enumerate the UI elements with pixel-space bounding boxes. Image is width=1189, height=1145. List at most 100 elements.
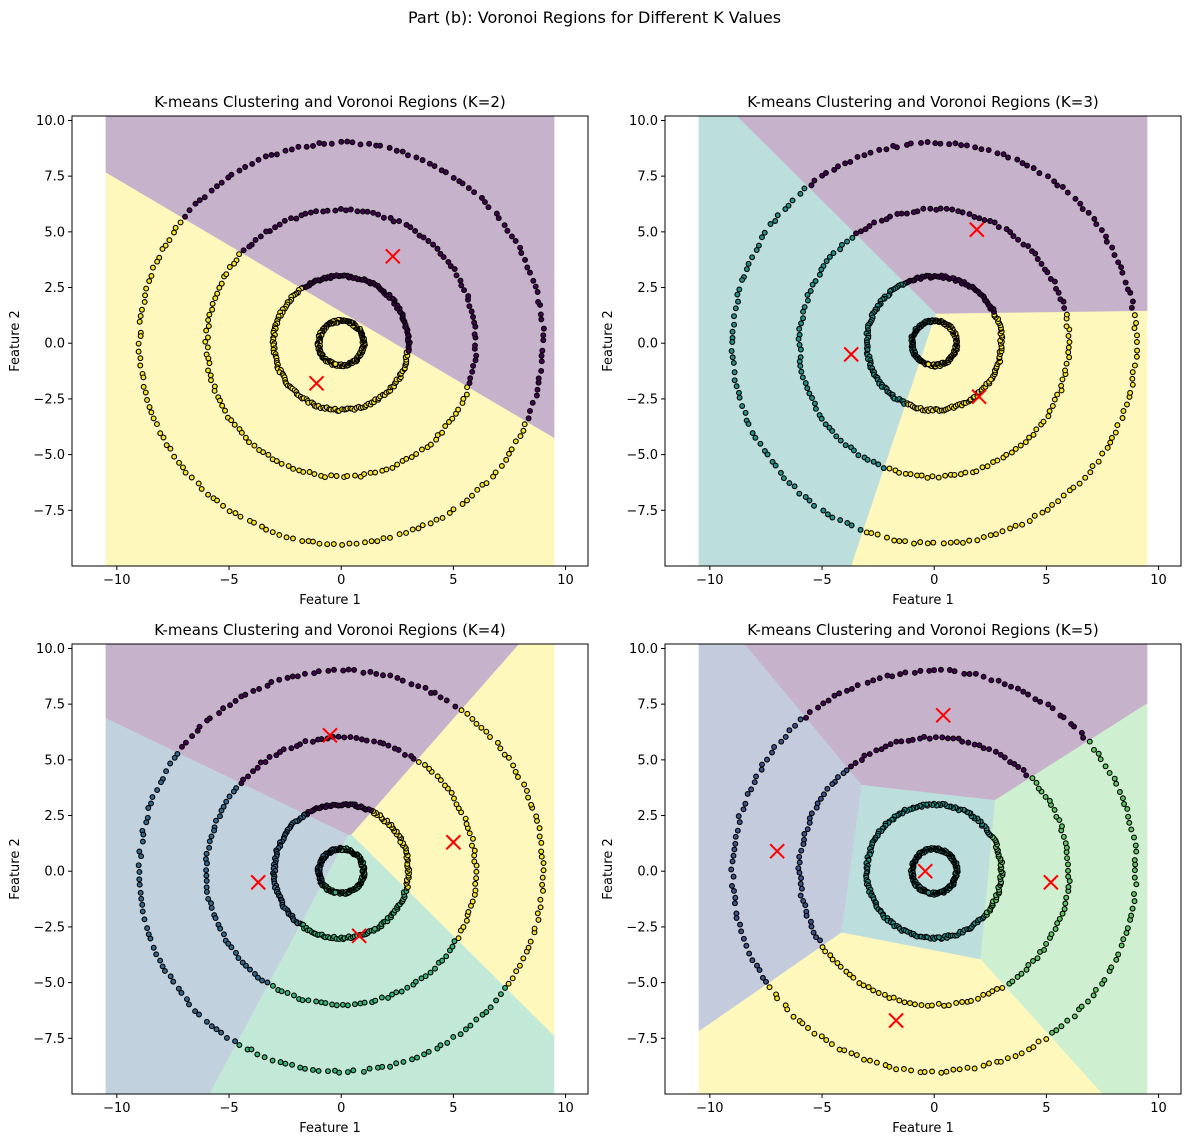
data-point bbox=[537, 904, 544, 911]
data-point bbox=[920, 205, 927, 212]
data-point bbox=[342, 207, 349, 214]
data-point bbox=[203, 1018, 210, 1025]
data-point bbox=[232, 1038, 239, 1045]
data-point bbox=[734, 291, 741, 298]
data-point bbox=[820, 507, 827, 514]
data-point bbox=[955, 735, 962, 742]
data-point bbox=[829, 956, 836, 963]
data-point bbox=[1015, 236, 1022, 243]
data-point bbox=[538, 358, 545, 365]
x-tick-label: −5 bbox=[219, 1101, 238, 1116]
data-point bbox=[1121, 801, 1127, 807]
data-point bbox=[1131, 834, 1137, 841]
data-point bbox=[866, 223, 873, 229]
data-point bbox=[821, 791, 827, 798]
data-point bbox=[439, 515, 446, 521]
data-point bbox=[799, 374, 806, 381]
data-point bbox=[980, 1062, 987, 1069]
data-point bbox=[415, 525, 422, 532]
data-point bbox=[481, 199, 488, 206]
x-tick-label: 10 bbox=[557, 573, 574, 588]
data-point bbox=[534, 910, 541, 917]
data-point bbox=[1065, 873, 1072, 880]
data-point bbox=[990, 459, 997, 465]
data-point bbox=[997, 1058, 1004, 1065]
data-point bbox=[399, 148, 406, 155]
data-point bbox=[505, 980, 512, 987]
data-point bbox=[1014, 973, 1021, 980]
y-tick-label: −7.5 bbox=[626, 1032, 658, 1047]
data-point bbox=[826, 253, 833, 260]
data-point bbox=[450, 1033, 457, 1040]
data-point bbox=[259, 523, 265, 530]
data-point bbox=[213, 1026, 220, 1033]
data-point bbox=[1129, 905, 1136, 912]
data-point bbox=[370, 209, 377, 216]
data-point bbox=[251, 519, 257, 526]
data-point bbox=[157, 430, 164, 437]
data-point bbox=[349, 139, 356, 146]
data-point bbox=[434, 245, 441, 252]
data-point bbox=[492, 469, 499, 476]
data-point bbox=[180, 464, 186, 471]
data-point bbox=[1133, 881, 1140, 888]
data-point bbox=[517, 244, 524, 251]
figure-suptitle: Part (b): Voronoi Regions for Different … bbox=[408, 8, 781, 27]
axes-frame bbox=[664, 643, 1182, 1095]
data-point bbox=[813, 804, 820, 811]
data-point bbox=[512, 237, 519, 244]
data-point bbox=[864, 456, 871, 463]
data-point bbox=[1099, 450, 1106, 457]
plot-area bbox=[105, 644, 555, 1094]
data-point bbox=[1119, 795, 1126, 802]
data-point bbox=[1026, 434, 1033, 441]
data-point bbox=[464, 384, 471, 391]
data-point bbox=[925, 889, 932, 896]
data-point bbox=[513, 968, 520, 975]
data-point bbox=[332, 889, 339, 896]
data-point bbox=[815, 704, 822, 711]
data-point bbox=[136, 318, 143, 325]
x-tick-label: −10 bbox=[696, 1101, 723, 1116]
data-point bbox=[208, 377, 214, 384]
data-point bbox=[1122, 279, 1129, 286]
data-point bbox=[469, 715, 476, 722]
data-point bbox=[978, 146, 985, 153]
data-point bbox=[455, 935, 462, 942]
data-point bbox=[876, 146, 883, 153]
data-point bbox=[214, 497, 220, 504]
data-point bbox=[285, 463, 292, 469]
data-point bbox=[300, 469, 307, 475]
data-point bbox=[822, 948, 829, 955]
data-point bbox=[535, 916, 542, 923]
data-point bbox=[135, 340, 142, 347]
data-point bbox=[479, 194, 485, 201]
data-point bbox=[1037, 698, 1044, 705]
data-point bbox=[830, 250, 837, 257]
data-point bbox=[1035, 785, 1042, 792]
data-point bbox=[372, 997, 379, 1004]
data-point bbox=[989, 988, 996, 995]
data-point bbox=[907, 1000, 913, 1007]
data-point bbox=[1051, 396, 1058, 403]
data-point bbox=[182, 469, 189, 476]
data-point bbox=[1038, 260, 1045, 267]
data-point bbox=[985, 147, 992, 154]
data-point bbox=[398, 988, 405, 995]
data-point bbox=[502, 984, 509, 991]
data-point bbox=[929, 473, 936, 480]
data-point bbox=[861, 152, 868, 159]
data-point bbox=[494, 739, 501, 746]
data-point bbox=[373, 670, 380, 677]
data-point bbox=[875, 990, 882, 996]
data-point bbox=[295, 143, 302, 150]
data-point bbox=[540, 860, 547, 867]
chart-title: K-means Clustering and Voronoi Regions (… bbox=[154, 621, 505, 639]
data-point bbox=[897, 671, 904, 678]
x-tick-label: 0 bbox=[337, 573, 345, 588]
x-tick-label: −5 bbox=[812, 1101, 831, 1116]
data-point bbox=[259, 977, 266, 984]
data-point bbox=[1052, 926, 1059, 932]
data-point bbox=[346, 540, 353, 547]
data-point bbox=[345, 666, 352, 673]
